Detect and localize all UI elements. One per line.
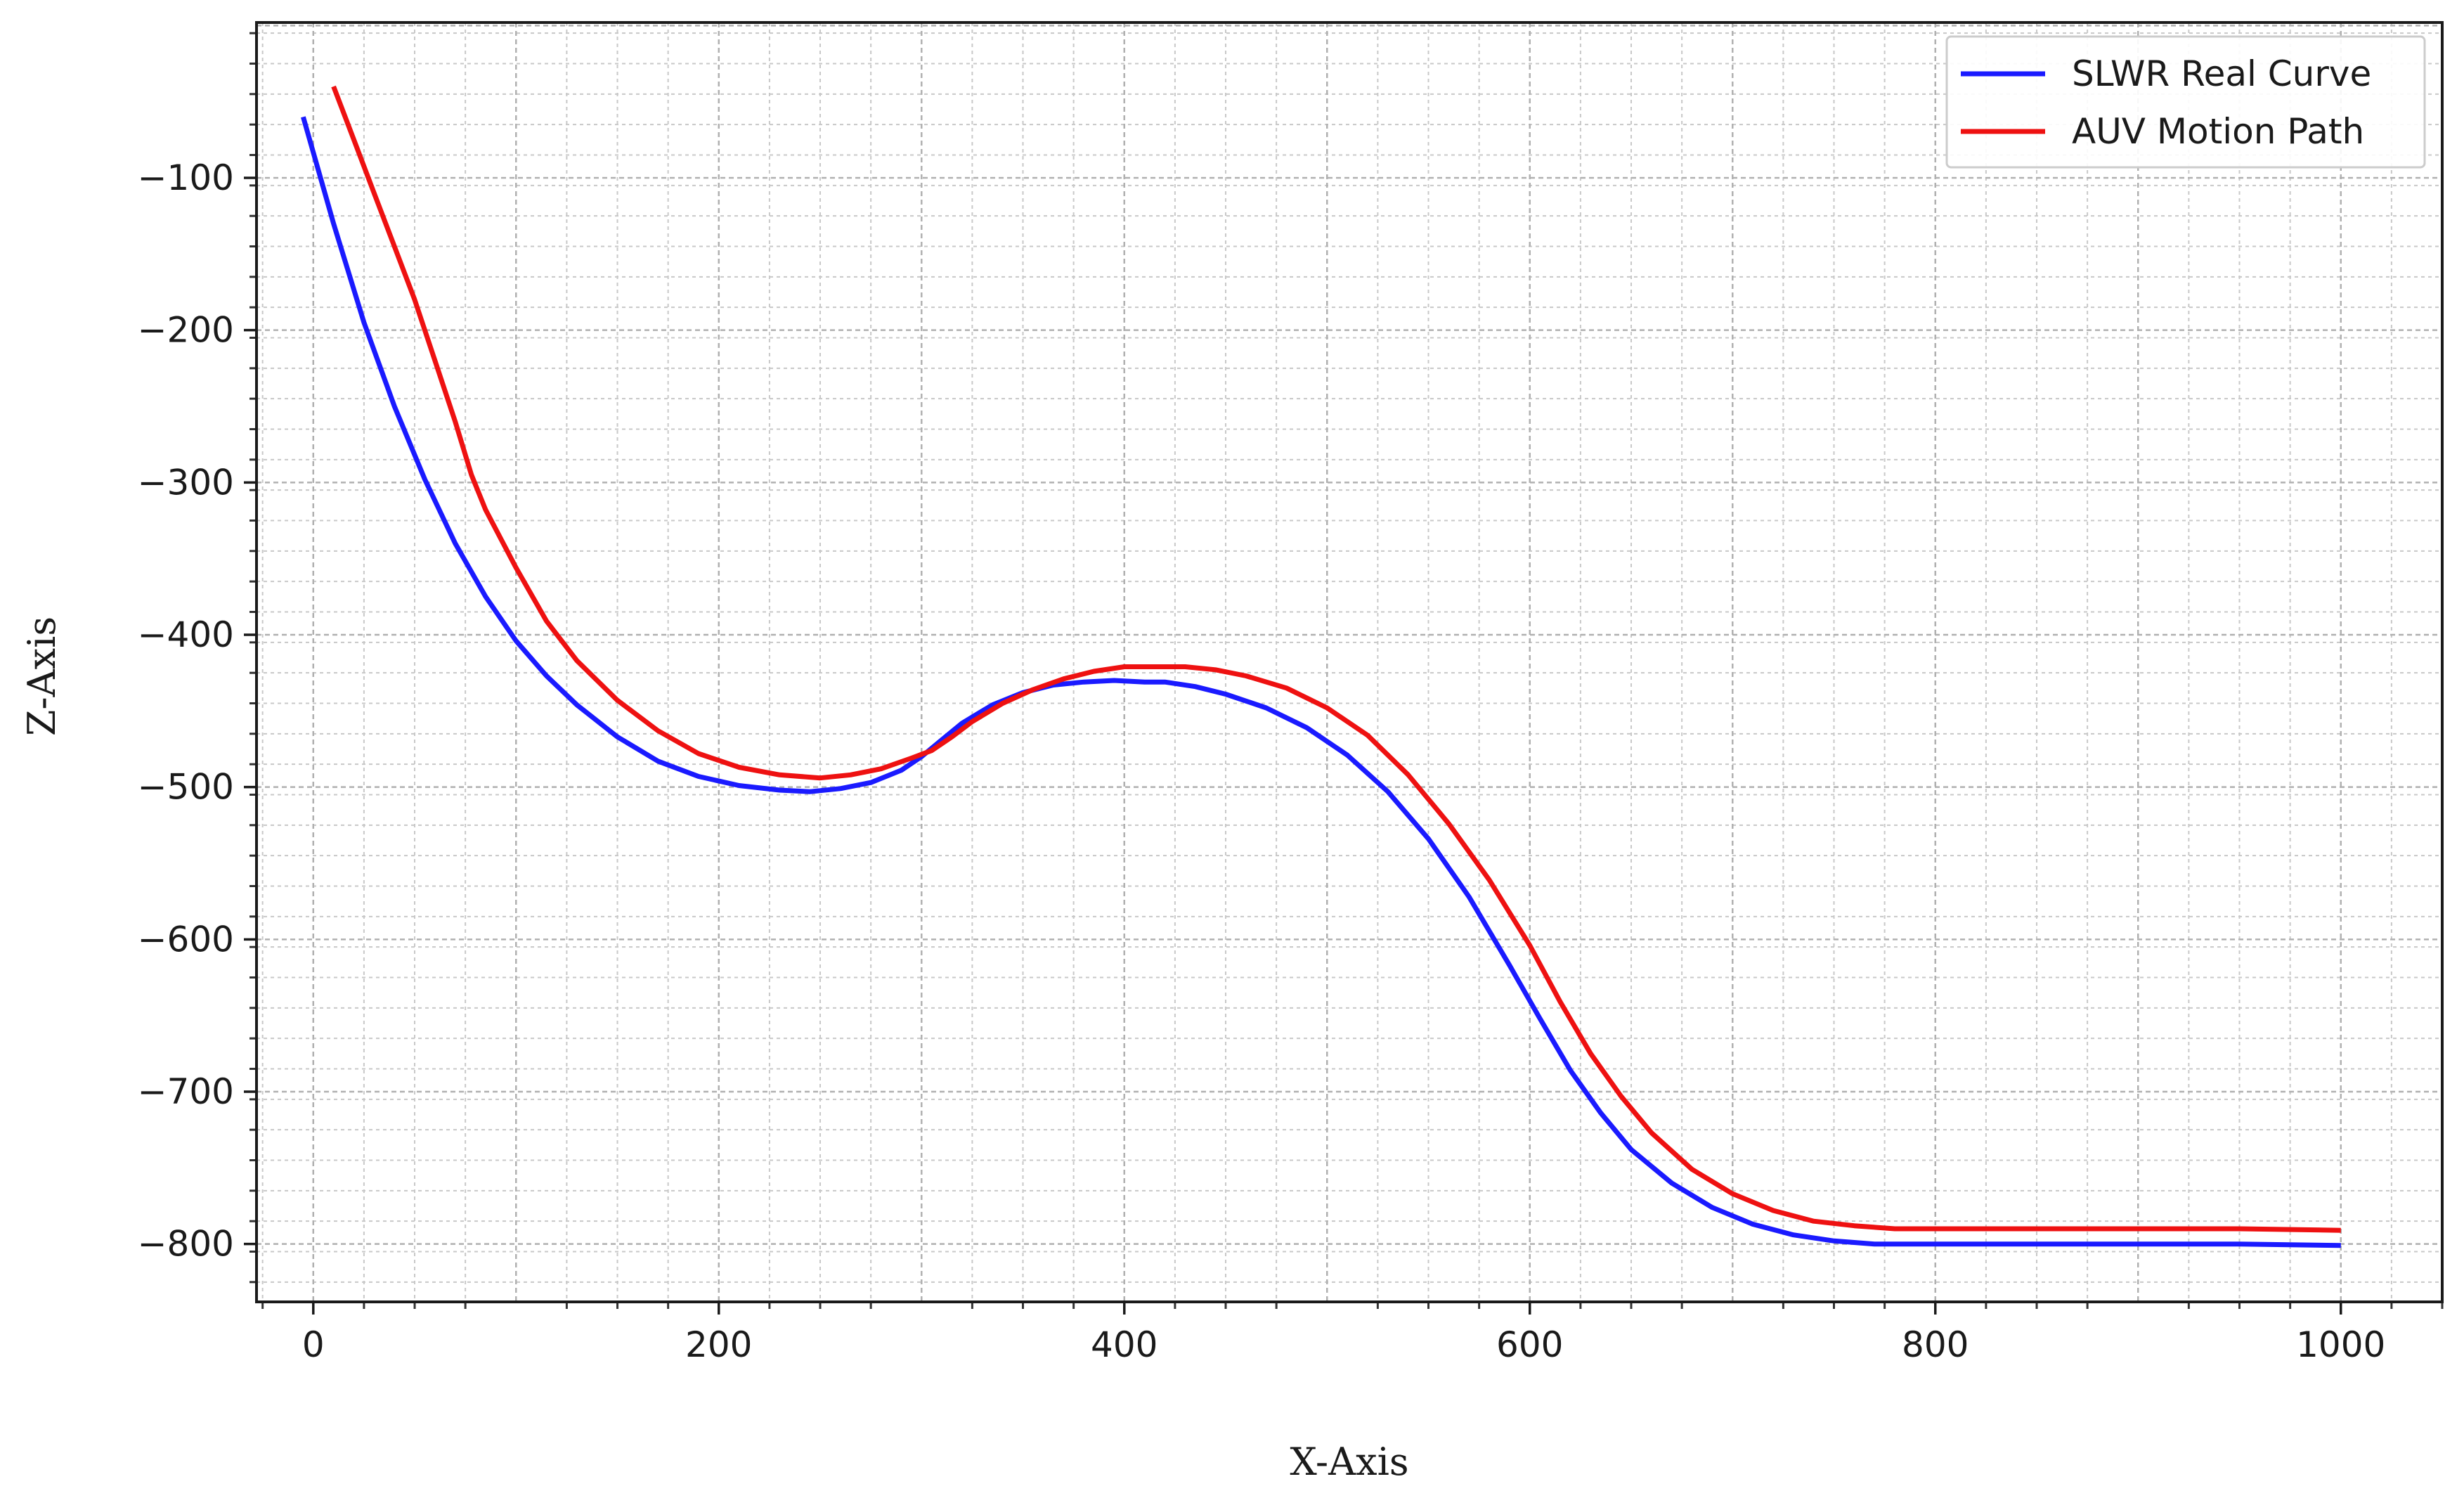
y-tick-label: −800 — [138, 1224, 234, 1265]
tick-labels: 0 200 400 600 800 1000 −100 −200 −300 −400 −500 −60… — [138, 157, 2386, 1365]
y-tick-label: −700 — [138, 1071, 234, 1112]
x-axis-title: X-Axis — [1290, 1440, 1408, 1484]
legend-box — [1945, 35, 2426, 169]
y-axis-title: Z-Axis — [20, 616, 64, 736]
y-tick-label: −500 — [138, 767, 234, 808]
plot-frame — [255, 21, 2444, 1303]
y-tick-label: −100 — [138, 157, 234, 198]
x-tick-label: 1000 — [2296, 1324, 2385, 1365]
legend: SLWR Real Curve AUV Motion Path — [1945, 35, 2426, 169]
auv-motion-path-line — [331, 85, 2341, 1233]
y-tick-label: −200 — [138, 310, 234, 351]
minor-gridlines — [257, 22, 2443, 1302]
x-tick-label: 400 — [1091, 1324, 1158, 1365]
y-tick-label: −300 — [138, 462, 234, 503]
legend-label-slwr: SLWR Real Curve — [2072, 53, 2371, 94]
x-tick-label: 0 — [302, 1324, 325, 1365]
major-gridlines — [257, 22, 2442, 1302]
legend-label-auv: AUV Motion Path — [2072, 111, 2364, 152]
x-tick-label: 600 — [1496, 1324, 1563, 1365]
y-tick-label: −400 — [138, 614, 234, 655]
series-layer — [301, 85, 2341, 1248]
x-tick-label: 200 — [685, 1324, 752, 1365]
slwr-real-curve-line — [301, 116, 2341, 1248]
x-tick-label: 800 — [1902, 1324, 1969, 1365]
y-tick-label: −600 — [138, 919, 234, 960]
